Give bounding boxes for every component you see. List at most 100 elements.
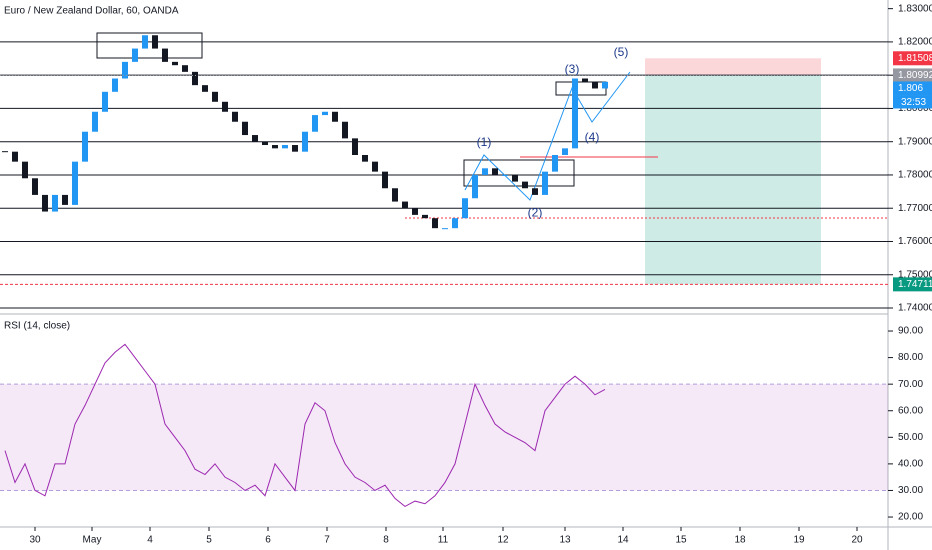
price-label: 1.80992 [898,70,932,81]
candle [352,138,358,156]
chart-title: Euro / New Zealand Dollar, 60, OANDA [4,6,179,17]
candle [492,168,498,175]
candle [42,194,48,212]
candle [312,115,318,132]
price-label-bg [893,81,932,96]
x-tick-label: May [83,535,102,546]
position-stop-zone [645,58,821,76]
drawing-box [96,32,203,59]
wave-label: (3) [565,62,580,76]
candle [552,155,558,172]
candle [462,198,468,219]
candle [322,111,328,116]
wave-label: (4) [585,130,600,144]
candle [582,78,588,82]
y-tick-label: 50.00 [898,432,923,443]
candle [172,61,178,66]
y-tick-label: 1.79000 [898,136,932,147]
candle [362,155,368,162]
candle [22,161,28,179]
x-tick-label: 14 [617,535,629,546]
candle [292,145,298,152]
candle [502,174,508,176]
candle [162,48,168,62]
candle [432,218,438,229]
candle [222,101,228,112]
candle [452,218,458,229]
wave-label: (2) [528,205,543,219]
rsi-line [4,343,606,507]
x-tick-label: 13 [559,535,571,546]
y-tick-label: 1.76000 [898,236,932,247]
candle [62,194,68,205]
y-tick-label: 1.83000 [898,3,932,14]
candle [302,131,308,152]
x-tick-label: 19 [793,535,805,546]
x-tick-label: 11 [438,535,449,546]
wave-label: (5) [614,45,629,59]
y-tick-label: 90.00 [898,326,923,337]
x-tick-label: 5 [206,535,212,546]
candle [82,131,88,162]
candle [392,188,398,202]
y-tick-label: 60.00 [898,405,923,416]
candle [282,145,288,149]
price-label-bg [893,277,932,292]
price-label-bg [893,68,932,83]
candle [372,161,378,172]
candle [512,174,518,182]
wave-label: (1) [477,135,492,149]
candle [132,48,138,62]
rsi-band [0,384,888,491]
candle [602,81,608,89]
candle [182,65,188,72]
candle [242,121,248,136]
candle [52,194,58,212]
candle [212,91,218,102]
y-tick-label: 1.75000 [898,269,932,280]
candle [202,85,208,92]
candle [152,35,158,49]
candle [472,174,478,199]
y-tick-label: 1.78000 [898,170,932,181]
candle [112,78,118,92]
candle [402,201,408,209]
countdown: 32:53 [901,97,926,108]
price-label: 1.806 [898,83,923,94]
candle [122,61,128,79]
candle [382,171,388,189]
price-label-bg [893,51,932,66]
candle [332,111,338,122]
candle [572,78,578,149]
x-tick-label: 18 [734,535,746,546]
y-tick-label: 1.77000 [898,203,932,214]
candle [72,161,78,205]
candle [542,171,548,195]
candle [232,111,238,122]
x-tick-label: 12 [497,535,509,546]
candle [412,208,418,215]
candle [592,81,598,89]
rsi-title: RSI (14, close) [4,321,70,332]
candle [142,35,148,49]
x-tick-label: 8 [383,535,389,546]
x-tick-label: 30 [29,535,41,546]
y-tick-label: 20.00 [898,512,923,523]
candle [262,141,268,146]
candle [422,214,428,219]
drawing-box [555,81,607,96]
candle [192,71,198,86]
y-tick-label: 1.80000 [898,103,932,114]
y-tick-label: 40.00 [898,459,923,470]
candle [482,168,488,175]
candle [342,121,348,139]
x-tick-label: 6 [265,535,271,546]
position-target-zone [645,75,821,285]
candle [442,228,448,230]
y-tick-label: 1.74000 [898,303,932,314]
y-tick-label: 80.00 [898,352,923,363]
candle [522,181,528,189]
candle [252,135,258,142]
x-tick-label: 20 [851,535,863,546]
